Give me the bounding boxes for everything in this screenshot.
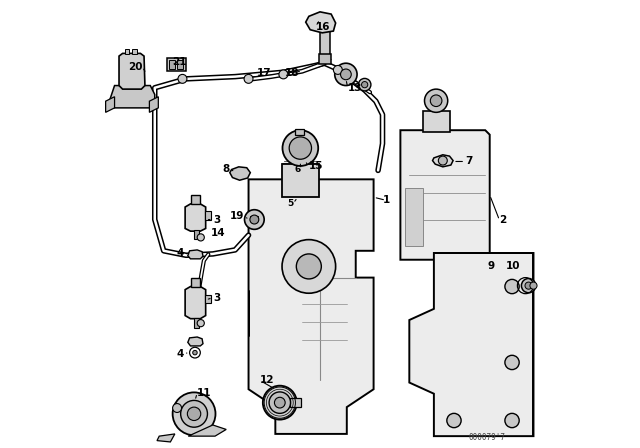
Polygon shape [188,425,226,436]
Circle shape [289,137,312,159]
Text: 8: 8 [223,164,230,174]
Bar [169,60,175,69]
Polygon shape [188,337,203,346]
Bar [125,49,129,54]
Circle shape [244,210,264,229]
Circle shape [269,392,291,414]
Circle shape [530,282,537,289]
Polygon shape [405,188,423,246]
Circle shape [250,215,259,224]
Text: 4: 4 [177,349,184,358]
Bar [194,318,198,327]
Bar [205,295,211,303]
Bar [319,54,331,64]
Circle shape [430,95,442,107]
Bar [290,398,301,407]
Bar [177,60,183,69]
Polygon shape [401,130,490,260]
Text: 21: 21 [172,57,186,67]
Bar [282,164,319,197]
Polygon shape [110,86,155,108]
Text: 3: 3 [213,215,220,224]
Circle shape [438,156,447,165]
Bar [205,211,211,220]
Polygon shape [230,167,250,180]
Polygon shape [149,97,158,112]
Polygon shape [119,53,145,89]
Circle shape [275,397,285,408]
Bar [132,49,137,54]
Text: 14: 14 [211,228,225,238]
Circle shape [188,407,201,421]
Text: 6: 6 [295,165,301,174]
Circle shape [244,74,253,83]
Text: 18: 18 [285,68,300,78]
Text: 19: 19 [230,211,244,221]
Circle shape [180,401,207,427]
Text: 9: 9 [488,262,495,271]
Polygon shape [157,434,175,442]
Polygon shape [188,250,203,259]
Bar [296,129,305,135]
Circle shape [282,240,335,293]
Circle shape [173,404,182,413]
Circle shape [447,414,461,428]
Circle shape [362,82,368,88]
Text: 2: 2 [500,215,507,225]
Circle shape [173,392,216,435]
Bar [423,111,449,132]
Bar [191,278,200,288]
Text: 16: 16 [316,22,330,32]
Text: 12: 12 [260,375,274,385]
Circle shape [522,279,536,293]
Text: 15: 15 [308,161,323,171]
Circle shape [193,350,197,355]
Text: 000079'7: 000079'7 [469,433,506,442]
Circle shape [525,282,532,289]
Bar [194,230,198,239]
Polygon shape [306,12,335,33]
Circle shape [505,280,519,294]
Polygon shape [248,179,374,434]
Circle shape [178,74,187,83]
Bar [250,216,259,220]
Bar [167,58,186,71]
Polygon shape [185,204,205,231]
Circle shape [424,89,448,112]
Circle shape [358,78,371,91]
Text: 20: 20 [128,62,142,72]
Circle shape [340,69,351,80]
Circle shape [296,254,321,279]
Text: 17: 17 [257,68,272,78]
Bar [191,194,200,204]
Polygon shape [185,287,205,319]
Text: 5: 5 [287,199,293,208]
Text: 13: 13 [348,83,362,93]
Bar [320,31,330,56]
Polygon shape [410,253,534,436]
Text: 3: 3 [213,293,220,303]
Text: 10: 10 [506,262,520,271]
Text: 11: 11 [197,388,212,398]
Circle shape [333,65,342,74]
Circle shape [335,63,357,86]
Text: 7: 7 [465,156,472,167]
Circle shape [505,355,519,370]
Polygon shape [433,155,453,167]
Text: 1: 1 [383,195,390,205]
Circle shape [197,234,204,241]
Text: 4: 4 [177,248,184,258]
Circle shape [505,414,519,428]
Circle shape [279,70,288,79]
Circle shape [263,386,297,420]
Polygon shape [106,97,115,112]
Circle shape [197,319,204,327]
Circle shape [282,130,318,166]
